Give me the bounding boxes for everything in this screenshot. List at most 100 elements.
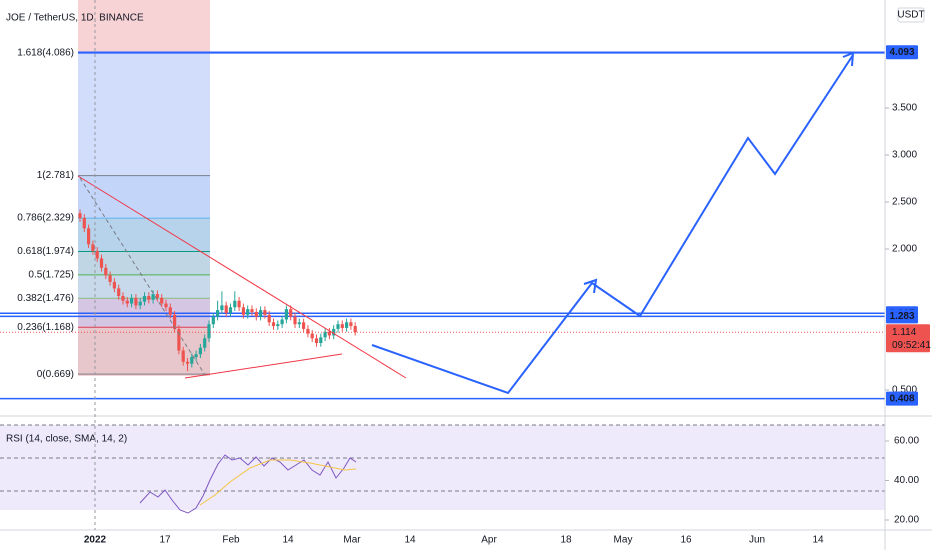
candle-body bbox=[228, 307, 233, 313]
price-tick-label: 2.500 bbox=[892, 197, 917, 208]
candle-body bbox=[314, 338, 319, 343]
candle-body bbox=[297, 322, 301, 325]
candle-body bbox=[336, 324, 340, 329]
candle-body bbox=[306, 328, 310, 334]
price-badge-label: 4.093 bbox=[889, 47, 914, 58]
time-label: 2022 bbox=[84, 535, 107, 546]
price-tick-label: 3.000 bbox=[892, 150, 917, 161]
candle-body bbox=[108, 275, 112, 282]
candle-body bbox=[211, 316, 215, 325]
price-badge bbox=[886, 45, 918, 60]
candle-body bbox=[151, 294, 155, 300]
candle-body bbox=[177, 328, 181, 351]
current-price-badge bbox=[886, 324, 930, 353]
rsi-sma bbox=[199, 459, 357, 506]
candle-body bbox=[190, 357, 194, 364]
time-label: 18 bbox=[560, 535, 572, 546]
fib-anchor bbox=[79, 177, 206, 376]
arrow-head bbox=[842, 51, 855, 67]
fib-zone bbox=[78, 327, 210, 375]
fib-label: 0.382(1.476) bbox=[17, 293, 74, 304]
time-label: 14 bbox=[282, 535, 294, 546]
candle-body bbox=[173, 314, 177, 329]
stop-zone bbox=[78, 0, 210, 52]
candle-body bbox=[254, 311, 258, 317]
candle-body bbox=[130, 297, 134, 304]
axes: 3.5003.0002.5002.0000.5004.0931.3171.283… bbox=[84, 0, 931, 546]
time-label: 14 bbox=[404, 535, 416, 546]
trendline bbox=[77, 175, 407, 379]
trendline bbox=[184, 353, 343, 379]
candle-body bbox=[121, 296, 125, 301]
candle-body bbox=[302, 322, 306, 329]
price-badge bbox=[886, 309, 918, 324]
candle-body bbox=[147, 296, 151, 300]
rsi-tick-label: 40.00 bbox=[894, 475, 919, 486]
rsi-tick-label: 60.00 bbox=[894, 436, 919, 447]
candle-body bbox=[181, 350, 185, 362]
fib-label: 1.618(4.086) bbox=[17, 48, 74, 59]
price-tick-label: 0.500 bbox=[892, 385, 917, 396]
candle-body bbox=[168, 307, 172, 315]
rsi-tick-label: 20.00 bbox=[894, 515, 919, 526]
time-label: 17 bbox=[159, 535, 171, 546]
current-price-label: 1.114 bbox=[892, 327, 917, 338]
fib-zone bbox=[78, 175, 210, 219]
candle-body bbox=[164, 303, 168, 308]
candle-body bbox=[310, 333, 314, 339]
candle-body bbox=[91, 244, 95, 251]
fib-zone bbox=[78, 218, 210, 252]
candle-body bbox=[241, 307, 245, 315]
candle-body bbox=[104, 267, 108, 276]
fib-retracement: 1.618(4.086) 1(2.781) 0.786(2.329) 0.618(1.… bbox=[17, 48, 885, 380]
fib-label: 0(0.669) bbox=[37, 369, 74, 380]
candle-body bbox=[224, 305, 228, 313]
candle-body bbox=[263, 310, 267, 315]
candle-body bbox=[323, 331, 327, 338]
currency[interactable]: USDT bbox=[897, 10, 924, 21]
candle-body bbox=[340, 324, 344, 328]
candle-body bbox=[276, 324, 280, 327]
candle-body bbox=[293, 316, 297, 325]
symbol-title: JOE / TetherUS, 1D, BINANCE bbox=[6, 13, 144, 24]
rsi-label: RSI (14, close, SMA, 14, 2) bbox=[6, 434, 127, 445]
fib-zone bbox=[78, 251, 210, 275]
candle-body bbox=[142, 296, 147, 302]
candle-body bbox=[155, 294, 159, 298]
candle-body bbox=[216, 310, 220, 317]
price-tick-label: 3.500 bbox=[892, 103, 917, 114]
time-label: Jun bbox=[749, 535, 765, 546]
candle-body bbox=[220, 305, 224, 311]
time-label: Mar bbox=[343, 535, 361, 546]
time-label: May bbox=[614, 535, 633, 546]
candle-body bbox=[95, 250, 99, 259]
candle-body bbox=[246, 309, 250, 315]
time-label: Apr bbox=[481, 535, 497, 546]
candle-body bbox=[160, 297, 164, 304]
candle-body bbox=[198, 347, 202, 355]
price-badge-label: 1.283 bbox=[889, 311, 914, 322]
candle-body bbox=[327, 331, 331, 336]
candle-body bbox=[87, 228, 91, 245]
candle-body bbox=[345, 322, 349, 328]
arrow-head bbox=[583, 278, 598, 294]
candle-body bbox=[289, 309, 293, 317]
projection-path bbox=[371, 54, 854, 395]
price-tick-label: 2.000 bbox=[892, 244, 917, 255]
rsi-line bbox=[139, 454, 357, 514]
time-label: 16 bbox=[680, 535, 692, 546]
currency-box[interactable] bbox=[897, 7, 925, 23]
price-plot bbox=[0, 51, 885, 400]
candle-body bbox=[250, 309, 254, 312]
candle-body bbox=[233, 300, 237, 308]
candle-body bbox=[112, 281, 116, 289]
candle-body bbox=[185, 361, 190, 364]
candle-body bbox=[117, 288, 121, 296]
fib-label: 1(2.781) bbox=[37, 170, 74, 181]
rsi-band bbox=[0, 425, 885, 510]
candle-body bbox=[203, 338, 207, 348]
candle-body bbox=[271, 322, 276, 327]
candle-body bbox=[99, 258, 104, 268]
price-badge-label: 0.408 bbox=[889, 393, 914, 404]
